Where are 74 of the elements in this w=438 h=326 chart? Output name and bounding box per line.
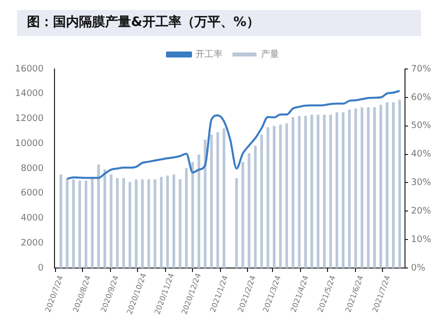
- bar: [342, 112, 344, 268]
- bar: [260, 134, 263, 268]
- y-tick-label: 14000: [14, 89, 44, 100]
- bar: [329, 114, 332, 268]
- y-tick-label: 12000: [14, 114, 44, 124]
- bar: [147, 179, 150, 268]
- y-tick-label: 8000: [20, 164, 44, 174]
- y-tick-label: 16000: [14, 64, 44, 74]
- bar: [66, 178, 69, 268]
- bar: [235, 178, 238, 268]
- bar: [222, 128, 226, 268]
- bar: [354, 108, 358, 268]
- bar: [97, 164, 100, 268]
- y2-tick-label: 60%: [410, 92, 432, 103]
- bar: [254, 146, 257, 268]
- bar: [285, 123, 288, 268]
- bar: [373, 107, 376, 268]
- legend-label: 产量: [261, 48, 279, 59]
- bar: [292, 117, 294, 268]
- line-series: [66, 90, 401, 180]
- bar: [166, 176, 169, 268]
- bar: [72, 179, 75, 268]
- bar: [134, 179, 138, 268]
- bar: [191, 162, 194, 268]
- y2-tick-label: 0%: [410, 263, 426, 274]
- bar: [272, 126, 276, 268]
- bar: [323, 114, 326, 268]
- bar: [198, 154, 200, 268]
- legend-label: 开工率: [196, 48, 222, 59]
- bar: [398, 100, 401, 268]
- bar: [379, 104, 382, 268]
- bar: [360, 107, 364, 268]
- y2-tick-label: 10%: [410, 234, 432, 245]
- bar: [185, 168, 188, 268]
- bar: [160, 176, 163, 268]
- bar: [84, 180, 88, 268]
- bar: [310, 114, 314, 268]
- bar: [216, 132, 220, 268]
- bar: [178, 179, 182, 268]
- y-tick-label: 6000: [20, 188, 44, 199]
- y-tick-label: 4000: [20, 214, 44, 224]
- bar: [266, 127, 270, 268]
- bar: [116, 178, 119, 268]
- bar: [110, 174, 112, 268]
- bar: [128, 182, 132, 268]
- chart-title: 图：国内隔膜产量&开工率（万平、%）: [17, 10, 421, 36]
- bar: [141, 179, 144, 268]
- y2-tick-label: 70%: [410, 64, 432, 74]
- y2-tick-label: 50%: [410, 121, 432, 132]
- bar: [60, 174, 62, 268]
- bar: [366, 107, 370, 268]
- bar: [304, 116, 307, 268]
- bar: [392, 102, 395, 268]
- bar: [122, 178, 125, 268]
- bar: [348, 110, 351, 268]
- y2-tick-label: 30%: [410, 178, 432, 188]
- y2-tick-label: 20%: [410, 206, 432, 216]
- bar: [90, 178, 94, 268]
- y2-tick-label: 40%: [410, 150, 432, 160]
- bar: [279, 124, 282, 268]
- y-tick-label: 2000: [20, 238, 44, 248]
- y-tick-label: 0: [38, 263, 44, 274]
- bar: [241, 162, 244, 268]
- bar: [336, 112, 338, 268]
- bar: [78, 180, 82, 268]
- bar: [298, 116, 301, 268]
- bar: [386, 102, 388, 268]
- y-tick-label: 10000: [14, 138, 44, 149]
- bar: [210, 134, 213, 268]
- bar: [172, 174, 176, 268]
- bar: [103, 169, 106, 268]
- bar: [316, 114, 320, 268]
- bar: [248, 153, 250, 268]
- bar: [154, 179, 156, 268]
